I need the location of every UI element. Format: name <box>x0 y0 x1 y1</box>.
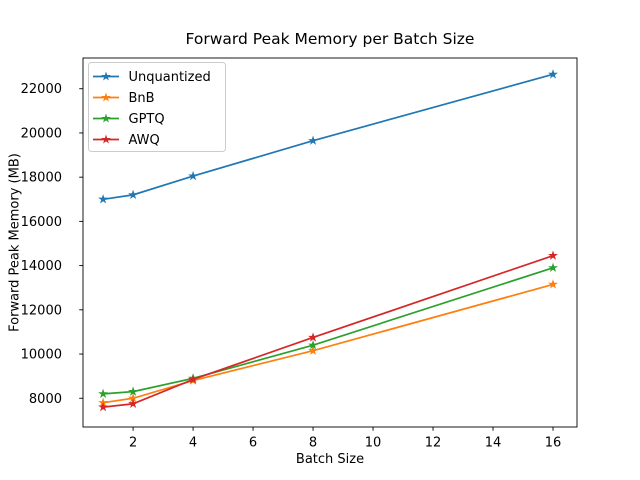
series-marker-bnb <box>308 345 318 355</box>
x-tick-label: 12 <box>425 436 442 451</box>
series-marker-unquantized <box>98 194 109 204</box>
series-marker-awq <box>548 250 558 260</box>
series-marker-unquantized <box>188 170 199 181</box>
y-axis-label: Forward Peak Memory (MB) <box>7 153 23 332</box>
legend-label: GPTQ <box>129 112 165 127</box>
x-tick-label: 10 <box>365 436 382 451</box>
legend-label: BnB <box>129 91 155 106</box>
series-marker-unquantized <box>128 189 139 200</box>
x-tick-label: 6 <box>249 436 257 451</box>
x-tick-label: 14 <box>485 436 502 451</box>
x-tick-label: 4 <box>189 436 197 451</box>
series-marker-gptq <box>308 340 318 350</box>
legend-label: Unquantized <box>129 70 211 85</box>
legend-swatch-marker <box>101 92 111 102</box>
y-tick-label: 22000 <box>21 82 62 97</box>
x-axis-label: Batch Size <box>295 452 365 467</box>
series-marker-gptq <box>128 386 139 396</box>
series-marker-gptq <box>98 388 109 399</box>
series-marker-bnb <box>128 393 139 403</box>
y-tick-label: 16000 <box>21 215 62 230</box>
series-marker-awq <box>128 398 139 408</box>
legend-box <box>88 62 226 152</box>
y-tick-label: 18000 <box>21 171 62 186</box>
axes-frame <box>82 57 578 428</box>
series-marker-bnb <box>548 279 558 289</box>
y-tick-label: 12000 <box>21 303 62 318</box>
series-marker-awq <box>98 401 109 412</box>
series-line-gptq <box>103 267 554 395</box>
series-marker-unquantized <box>548 69 558 79</box>
series-marker-gptq <box>548 262 558 273</box>
legend-swatch-marker <box>101 71 111 81</box>
x-tick-label: 2 <box>129 436 137 451</box>
y-tick-label: 10000 <box>21 348 62 363</box>
y-tick-label: 14000 <box>21 259 62 274</box>
y-tick-label: 8000 <box>29 392 62 407</box>
x-tick-label: 16 <box>545 436 562 451</box>
legend-label: AWQ <box>129 133 160 148</box>
legend-swatch-marker <box>101 113 111 123</box>
legend-swatch-marker <box>101 134 111 144</box>
y-tick-label: 20000 <box>21 126 62 141</box>
series-line-awq <box>103 254 554 408</box>
chart-title: Forward Peak Memory per Batch Size <box>185 30 475 48</box>
series-marker-awq <box>308 332 318 342</box>
series-line-bnb <box>102 283 554 404</box>
series-marker-awq <box>188 374 199 384</box>
series-marker-unquantized <box>308 135 318 145</box>
x-tick-label: 8 <box>309 436 317 451</box>
